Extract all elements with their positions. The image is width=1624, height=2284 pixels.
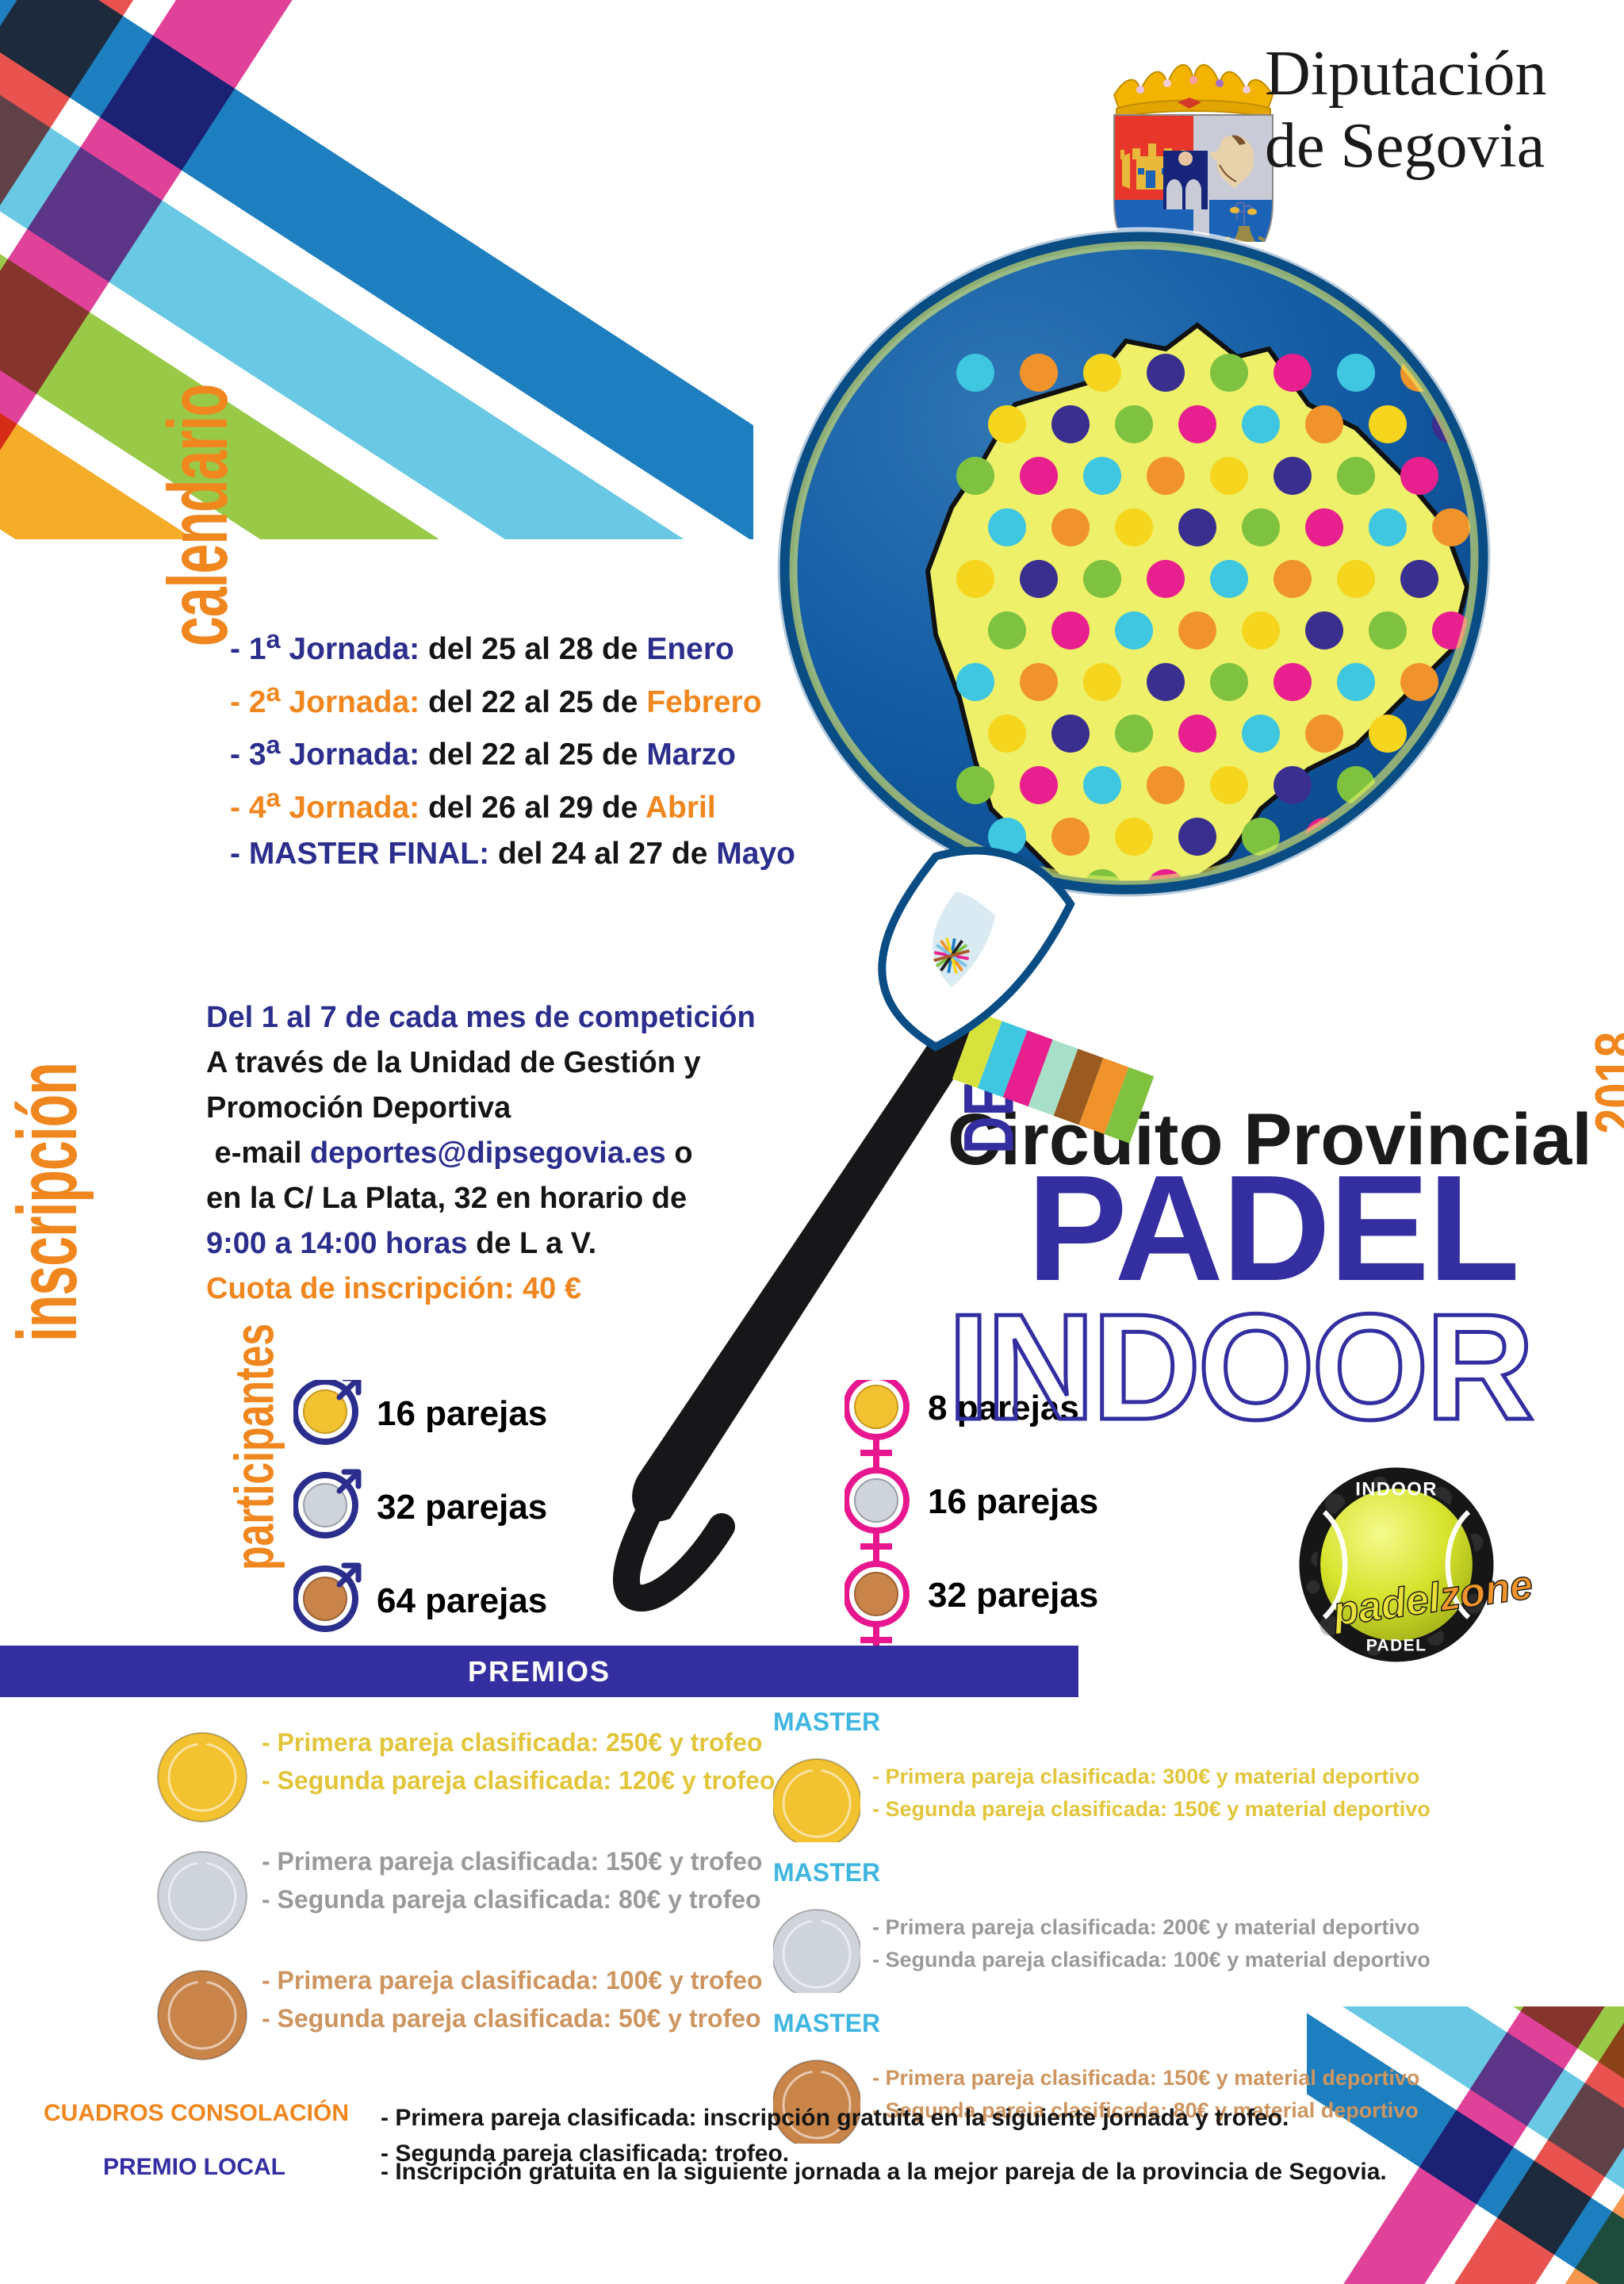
svg-text:16 parejas: 16 parejas: [928, 1482, 1098, 1521]
svg-text:64 parejas: 64 parejas: [377, 1581, 547, 1620]
svg-text:PADEL: PADEL: [1366, 1637, 1427, 1655]
svg-text:32 parejas: 32 parejas: [377, 1488, 547, 1527]
svg-text:32 parejas: 32 parejas: [928, 1576, 1098, 1615]
svg-text:INDOOR: INDOOR: [1355, 1479, 1438, 1500]
svg-text:16 parejas: 16 parejas: [377, 1394, 547, 1433]
